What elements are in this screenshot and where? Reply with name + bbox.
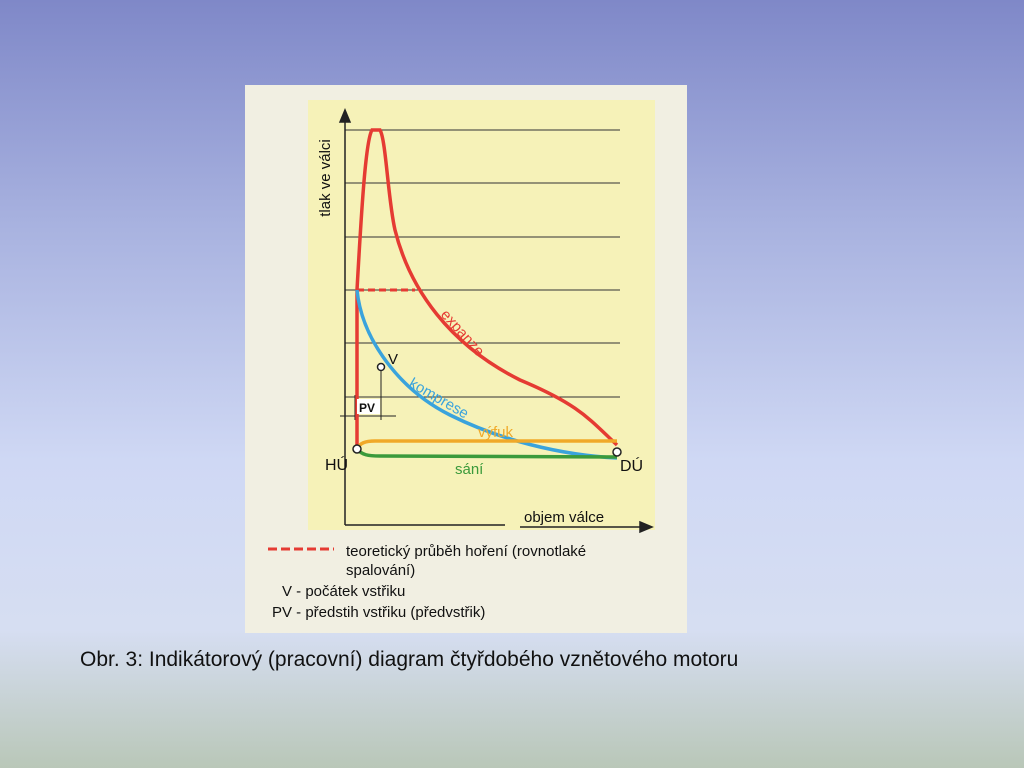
v-label: V [388,351,398,368]
hu-point [352,444,362,454]
y-axis-label: tlak ve válci [317,139,334,217]
intake-label: sání [455,461,484,478]
legend-v: V - počátek vstřiku [282,583,405,600]
expansion-curve [355,128,619,449]
pv-box [357,399,380,414]
caption: Obr. 3: Indikátorový (pracovní) diagram … [80,648,739,671]
legend-dashed-1: teoretický průběh hoření (rovnotlaké [346,543,586,560]
du-point [612,447,622,457]
exhaust-label: výfuk [478,424,514,441]
axes [338,108,654,534]
hu-label: HÚ [325,455,348,474]
du-label: DÚ [620,456,643,475]
legend-dashed-2: spalování) [346,562,415,579]
grid [345,129,620,398]
compression-curve [355,289,618,460]
v-point [376,362,386,372]
x-axis-label: objem válce [524,509,604,526]
pv-label: PV [359,401,375,415]
legend-pv: PV - předstih vstřiku (předvstřik) [272,604,485,621]
